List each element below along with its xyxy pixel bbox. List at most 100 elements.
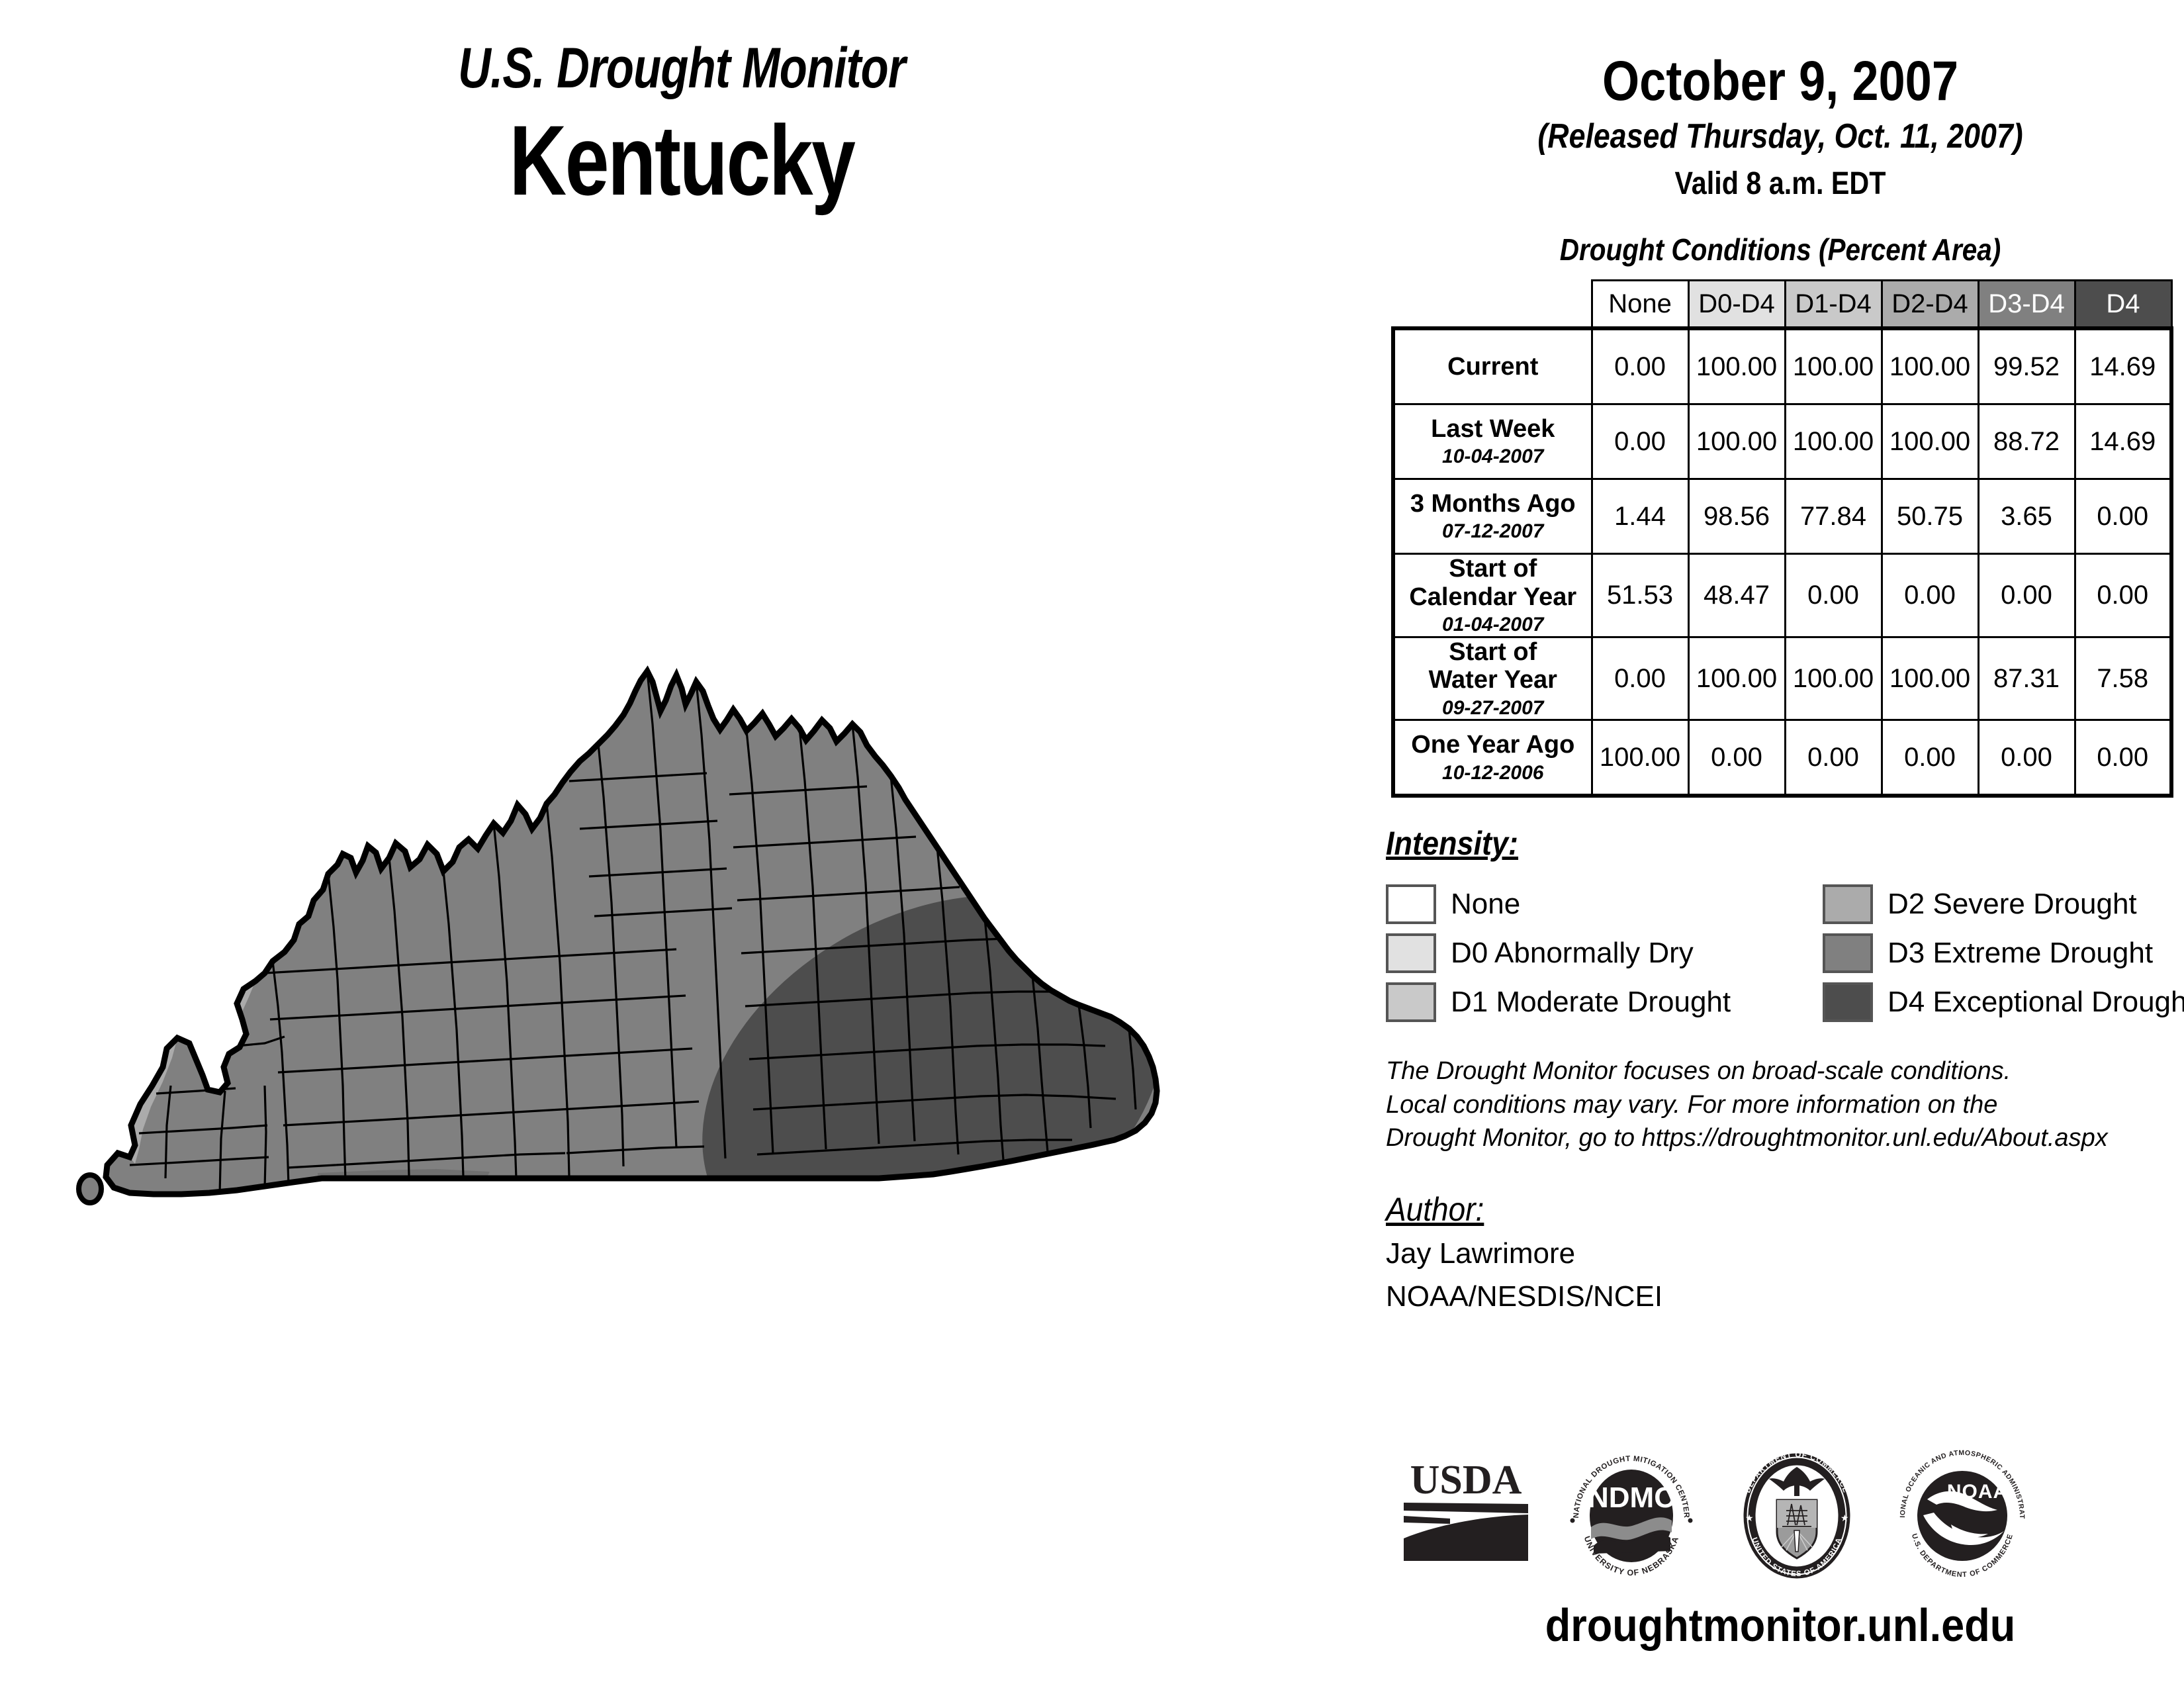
- cell-3months-d1d4: 77.84: [1784, 478, 1883, 555]
- cell-current-d3d4: 99.52: [1977, 327, 2076, 405]
- legend-item-d1: D1 Moderate Drought: [1386, 982, 1823, 1023]
- disclaimer-text: The Drought Monitor focuses on broad-sca…: [1386, 1055, 2173, 1154]
- column-header-d1-d4: D1-D4: [1784, 279, 1883, 330]
- cell-current-d0d4: 100.00: [1687, 327, 1786, 405]
- svg-text:USDA: USDA: [1410, 1458, 1522, 1503]
- d2-region-west-2: [237, 981, 255, 1011]
- svg-text:NDMC: NDMC: [1588, 1481, 1675, 1514]
- valid-time: Valid 8 a.m. EDT: [1674, 166, 1886, 201]
- date-block: October 9, 2007 (Released Thursday, Oct.…: [1377, 0, 2184, 200]
- cell-wateryear-none: 0.00: [1590, 635, 1690, 722]
- disclaimer-line-2: Local conditions may vary. For more info…: [1386, 1090, 1998, 1119]
- ndmc-logo: NDMC NATIONAL DROUGHT MITIGATION CENTER …: [1549, 1446, 1714, 1585]
- row-label-date: 07-12-2007: [1442, 520, 1544, 543]
- doc-seal: DEPARTMENT OF COMMERCE UNITED STATES OF …: [1714, 1448, 1880, 1584]
- cell-3months-d0d4: 98.56: [1687, 478, 1786, 555]
- usda-logo: USDA: [1383, 1455, 1549, 1577]
- legend-item-d4: D4 Exceptional Drought: [1823, 982, 2184, 1023]
- page-title: U.S. Drought Monitor: [458, 36, 905, 100]
- table-row: 3 Months Ago 07-12-2007 1.44 98.56 77.84…: [1392, 478, 2173, 555]
- kentucky-bend-island: [76, 1172, 104, 1205]
- svg-text:★: ★: [1841, 1513, 1849, 1523]
- ndmc-logo-icon: NDMC NATIONAL DROUGHT MITIGATION CENTER …: [1570, 1455, 1693, 1577]
- swatch-d1-icon: [1386, 982, 1436, 1023]
- cell-lastweek-d1d4: 100.00: [1784, 403, 1883, 480]
- cell-wateryear-d1d4: 100.00: [1784, 635, 1883, 722]
- row-label-start-calendar-year: Start of Calendar Year 01-04-2007: [1392, 553, 1593, 638]
- intensity-heading: Intensity:: [1386, 825, 1519, 863]
- cell-wateryear-d3d4: 87.31: [1977, 635, 2076, 722]
- swatch-d2-icon: [1823, 884, 1873, 925]
- doc-seal-icon: DEPARTMENT OF COMMERCE UNITED STATES OF …: [1743, 1450, 1850, 1578]
- cell-oneyear-d4: 0.00: [2073, 719, 2173, 797]
- row-label-date: 01-04-2007: [1442, 614, 1544, 636]
- column-header-none: None: [1590, 279, 1690, 330]
- legend-label-d2: D2 Severe Drought: [1888, 888, 2137, 921]
- legend-item-d2: D2 Severe Drought: [1823, 884, 2184, 925]
- cell-oneyear-d3d4: 0.00: [1977, 719, 2076, 797]
- cell-wateryear-d0d4: 100.00: [1687, 635, 1786, 722]
- row-label-text: Last Week: [1431, 414, 1555, 443]
- state-title: Kentucky: [509, 105, 856, 216]
- cell-current-d4: 14.69: [2073, 327, 2173, 405]
- legend-label-none: None: [1451, 888, 1521, 921]
- row-label-text: Start of Water Year: [1428, 637, 1557, 694]
- cell-current-d2d4: 100.00: [1880, 327, 1979, 405]
- drought-conditions-table: None D0-D4 D1-D4 D2-D4 D3-D4 D4 Current …: [1391, 279, 2173, 798]
- cell-calyear-d4: 0.00: [2073, 553, 2173, 638]
- table-header: None D0-D4 D1-D4 D2-D4 D3-D4 D4: [1393, 279, 2173, 330]
- row-label-date: 09-27-2007: [1442, 696, 1544, 719]
- cell-lastweek-d4: 14.69: [2073, 403, 2173, 480]
- row-label-text: 3 Months Ago: [1410, 489, 1576, 518]
- legend-item-d0: D0 Abnormally Dry: [1386, 933, 1823, 974]
- cell-oneyear-d0d4: 0.00: [1687, 719, 1786, 797]
- column-header-d3-d4: D3-D4: [1977, 279, 2076, 330]
- swatch-d3-icon: [1823, 933, 1873, 974]
- cell-oneyear-none: 100.00: [1590, 719, 1690, 797]
- table-caption: Drought Conditions (Percent Area): [1559, 232, 2001, 267]
- cell-calyear-d1d4: 0.00: [1784, 553, 1883, 638]
- svg-text:★: ★: [1745, 1513, 1754, 1523]
- release-date: (Released Thursday, Oct. 11, 2007): [1537, 117, 2023, 156]
- row-label-one-year-ago: One Year Ago 10-12-2006: [1392, 719, 1593, 797]
- row-label-text: Current: [1447, 352, 1539, 381]
- row-label-date: 10-04-2007: [1442, 445, 1544, 468]
- usda-logo-icon: USDA: [1404, 1458, 1528, 1561]
- table-body: Current 0.00 100.00 100.00 100.00 99.52 …: [1392, 327, 2173, 797]
- agency-logos: USDA NDMC NATIONAL DROUGHT MITIGATION CE…: [1383, 1440, 2177, 1592]
- state-outline: [103, 665, 1160, 1197]
- table-row: Last Week 10-04-2007 0.00 100.00 100.00 …: [1392, 403, 2173, 480]
- cell-wateryear-d2d4: 100.00: [1880, 635, 1979, 722]
- cell-3months-none: 1.44: [1590, 478, 1690, 555]
- table-row: One Year Ago 10-12-2006 100.00 0.00 0.00…: [1392, 719, 2173, 797]
- cell-calyear-d2d4: 0.00: [1880, 553, 1979, 638]
- cell-lastweek-d0d4: 100.00: [1687, 403, 1786, 480]
- author-heading: Author:: [1386, 1190, 1484, 1228]
- legend-item-d3: D3 Extreme Drought: [1823, 933, 2184, 974]
- disclaimer-line-1: The Drought Monitor focuses on broad-sca…: [1386, 1057, 2011, 1086]
- column-header-d2-d4: D2-D4: [1880, 279, 1979, 330]
- column-header-d4: D4: [2073, 279, 2173, 330]
- svg-text:NOAA: NOAA: [1947, 1481, 2008, 1503]
- legend-label-d3: D3 Extreme Drought: [1888, 937, 2154, 970]
- table-row: Start of Calendar Year 01-04-2007 51.53 …: [1392, 553, 2173, 638]
- map-svg: [76, 665, 1160, 1205]
- legend-label-d0: D0 Abnormally Dry: [1451, 937, 1694, 970]
- kentucky-drought-map: [66, 662, 1324, 1225]
- swatch-none-icon: [1386, 884, 1436, 925]
- table-corner-blank: [1393, 281, 1592, 329]
- row-label-start-water-year: Start of Water Year 09-27-2007: [1392, 635, 1593, 722]
- cell-oneyear-d1d4: 0.00: [1784, 719, 1883, 797]
- row-label-text: One Year Ago: [1411, 731, 1575, 759]
- cell-lastweek-d3d4: 88.72: [1977, 403, 2076, 480]
- cell-lastweek-d2d4: 100.00: [1880, 403, 1979, 480]
- cell-current-none: 0.00: [1590, 327, 1690, 405]
- cell-calyear-none: 51.53: [1590, 553, 1690, 638]
- cell-3months-d3d4: 3.65: [1977, 478, 2076, 555]
- noaa-logo: NOAA NATIONAL OCEANIC AND ATMOSPHERIC AD…: [1880, 1446, 2045, 1585]
- row-label-date: 10-12-2006: [1442, 761, 1544, 784]
- cell-calyear-d0d4: 48.47: [1687, 553, 1786, 638]
- cell-wateryear-d4: 7.58: [2073, 635, 2173, 722]
- cell-3months-d4: 0.00: [2073, 478, 2173, 555]
- cell-calyear-d3d4: 0.00: [1977, 553, 2076, 638]
